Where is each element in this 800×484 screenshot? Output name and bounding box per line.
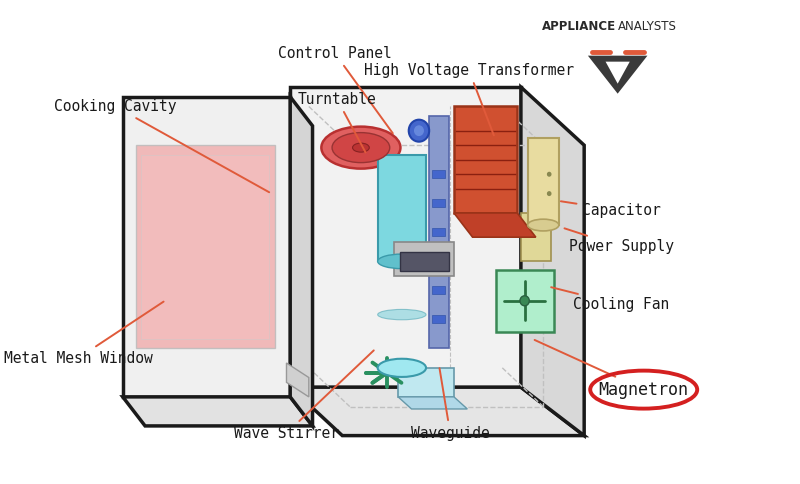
Bar <box>432 257 445 265</box>
Circle shape <box>547 191 551 196</box>
Polygon shape <box>122 397 313 426</box>
Polygon shape <box>290 87 521 387</box>
Text: Magnetron: Magnetron <box>534 340 689 399</box>
Text: Capacitor: Capacitor <box>561 201 661 218</box>
Ellipse shape <box>332 133 390 163</box>
Bar <box>454 106 517 213</box>
Ellipse shape <box>378 254 426 269</box>
Ellipse shape <box>353 143 370 152</box>
Bar <box>432 170 445 178</box>
Ellipse shape <box>378 309 426 320</box>
Bar <box>400 252 449 271</box>
Polygon shape <box>606 61 630 84</box>
Text: Wave Stirrer: Wave Stirrer <box>234 350 374 440</box>
Bar <box>521 213 550 261</box>
Bar <box>394 242 454 276</box>
Polygon shape <box>286 363 309 397</box>
Polygon shape <box>122 97 290 397</box>
Polygon shape <box>290 97 313 426</box>
Bar <box>432 228 445 236</box>
Text: High Voltage Transformer: High Voltage Transformer <box>364 63 574 136</box>
Circle shape <box>414 125 425 136</box>
Polygon shape <box>398 397 467 409</box>
Bar <box>432 287 445 294</box>
Circle shape <box>520 296 530 306</box>
Polygon shape <box>290 387 584 436</box>
Polygon shape <box>521 87 584 436</box>
Text: ANALYSTS: ANALYSTS <box>618 20 677 33</box>
Bar <box>432 316 445 323</box>
Text: Metal Mesh Window: Metal Mesh Window <box>4 302 164 365</box>
Polygon shape <box>142 155 270 339</box>
Bar <box>398 368 454 397</box>
Text: Control Panel: Control Panel <box>278 46 393 133</box>
Ellipse shape <box>322 127 401 168</box>
Polygon shape <box>136 145 275 348</box>
Text: Turntable: Turntable <box>298 92 377 152</box>
Text: Waveguide: Waveguide <box>411 368 490 440</box>
Bar <box>432 199 445 207</box>
Text: APPLIANCE: APPLIANCE <box>542 20 616 33</box>
Ellipse shape <box>378 359 426 377</box>
Text: Power Supply: Power Supply <box>565 228 674 254</box>
Bar <box>378 155 426 261</box>
Bar <box>496 270 554 332</box>
Bar <box>430 116 449 348</box>
Circle shape <box>547 172 551 177</box>
Bar <box>528 138 559 225</box>
Circle shape <box>409 120 429 142</box>
Polygon shape <box>588 56 647 94</box>
Text: Cooling Fan: Cooling Fan <box>551 287 670 312</box>
Ellipse shape <box>528 219 559 231</box>
Text: Cooking Cavity: Cooking Cavity <box>54 99 269 192</box>
Polygon shape <box>454 213 536 237</box>
